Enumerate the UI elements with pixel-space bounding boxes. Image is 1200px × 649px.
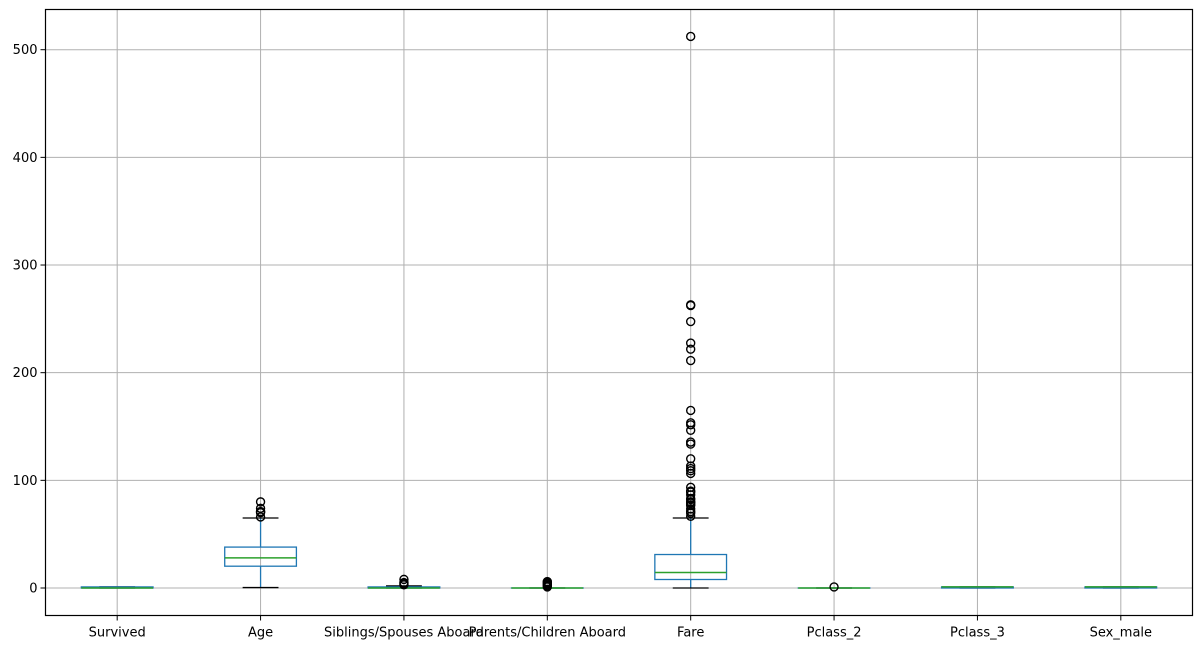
outlier-point (255, 497, 266, 507)
outlier-point (685, 338, 696, 348)
plot-frame (44, 8, 1194, 617)
x-tick-label: Sex_male (1090, 626, 1152, 641)
outlier-point (685, 355, 696, 366)
outlier-point (685, 31, 696, 42)
outlier-point (255, 506, 266, 517)
grid-lines (45, 9, 1193, 616)
outlier-point (685, 418, 696, 428)
x-tick-label: Parents/Children Aboard (469, 626, 626, 641)
x-tick-label: Pclass_2 (807, 626, 862, 641)
outlier-point (542, 576, 553, 587)
y-tick-label: 200 (13, 366, 38, 381)
outlier-point (685, 461, 696, 471)
y-tick-label: 500 (13, 43, 38, 58)
outlier-point (399, 577, 409, 588)
y-tick-label: 300 (13, 259, 38, 274)
outlier-point (685, 316, 696, 327)
outlier-point (829, 582, 839, 592)
box-age (224, 497, 298, 589)
outlier-point (685, 454, 696, 464)
y-tick-label: 400 (13, 151, 38, 166)
box-parents-children-aboard (510, 576, 584, 592)
box-survived (80, 586, 154, 589)
x-tick-label: Siblings/Spouses Aboard (324, 626, 484, 641)
box-siblings-spouses-aboard (367, 574, 441, 590)
y-tick-label: 100 (13, 474, 38, 489)
box-sex-male (1084, 586, 1158, 589)
x-tick-label: Survived (89, 626, 146, 641)
box-pclass-3 (940, 586, 1014, 589)
outlier-point (399, 574, 409, 585)
outlier-point (685, 344, 696, 354)
outlier-point (685, 300, 696, 310)
outlier-point (685, 463, 696, 474)
outlier-point (685, 405, 696, 416)
outlier-point (255, 503, 266, 514)
outlier-point (685, 482, 696, 493)
y-tick-label: 0 (29, 582, 37, 597)
outlier-point (685, 486, 696, 496)
outlier-point (685, 437, 696, 447)
x-tick-label: Pclass_3 (950, 626, 1005, 641)
x-axis: Survived Age Siblings/Spouses AboardParent… (89, 615, 1152, 641)
boxes (80, 31, 1158, 592)
x-tick-label: Fare (677, 626, 704, 641)
outlier-point (685, 504, 696, 514)
box-pclass-2 (797, 582, 871, 592)
x-tick-label: Age (248, 626, 273, 641)
box-fare (654, 31, 728, 589)
y-axis: 0 100 200 300 400 500 (13, 43, 46, 597)
